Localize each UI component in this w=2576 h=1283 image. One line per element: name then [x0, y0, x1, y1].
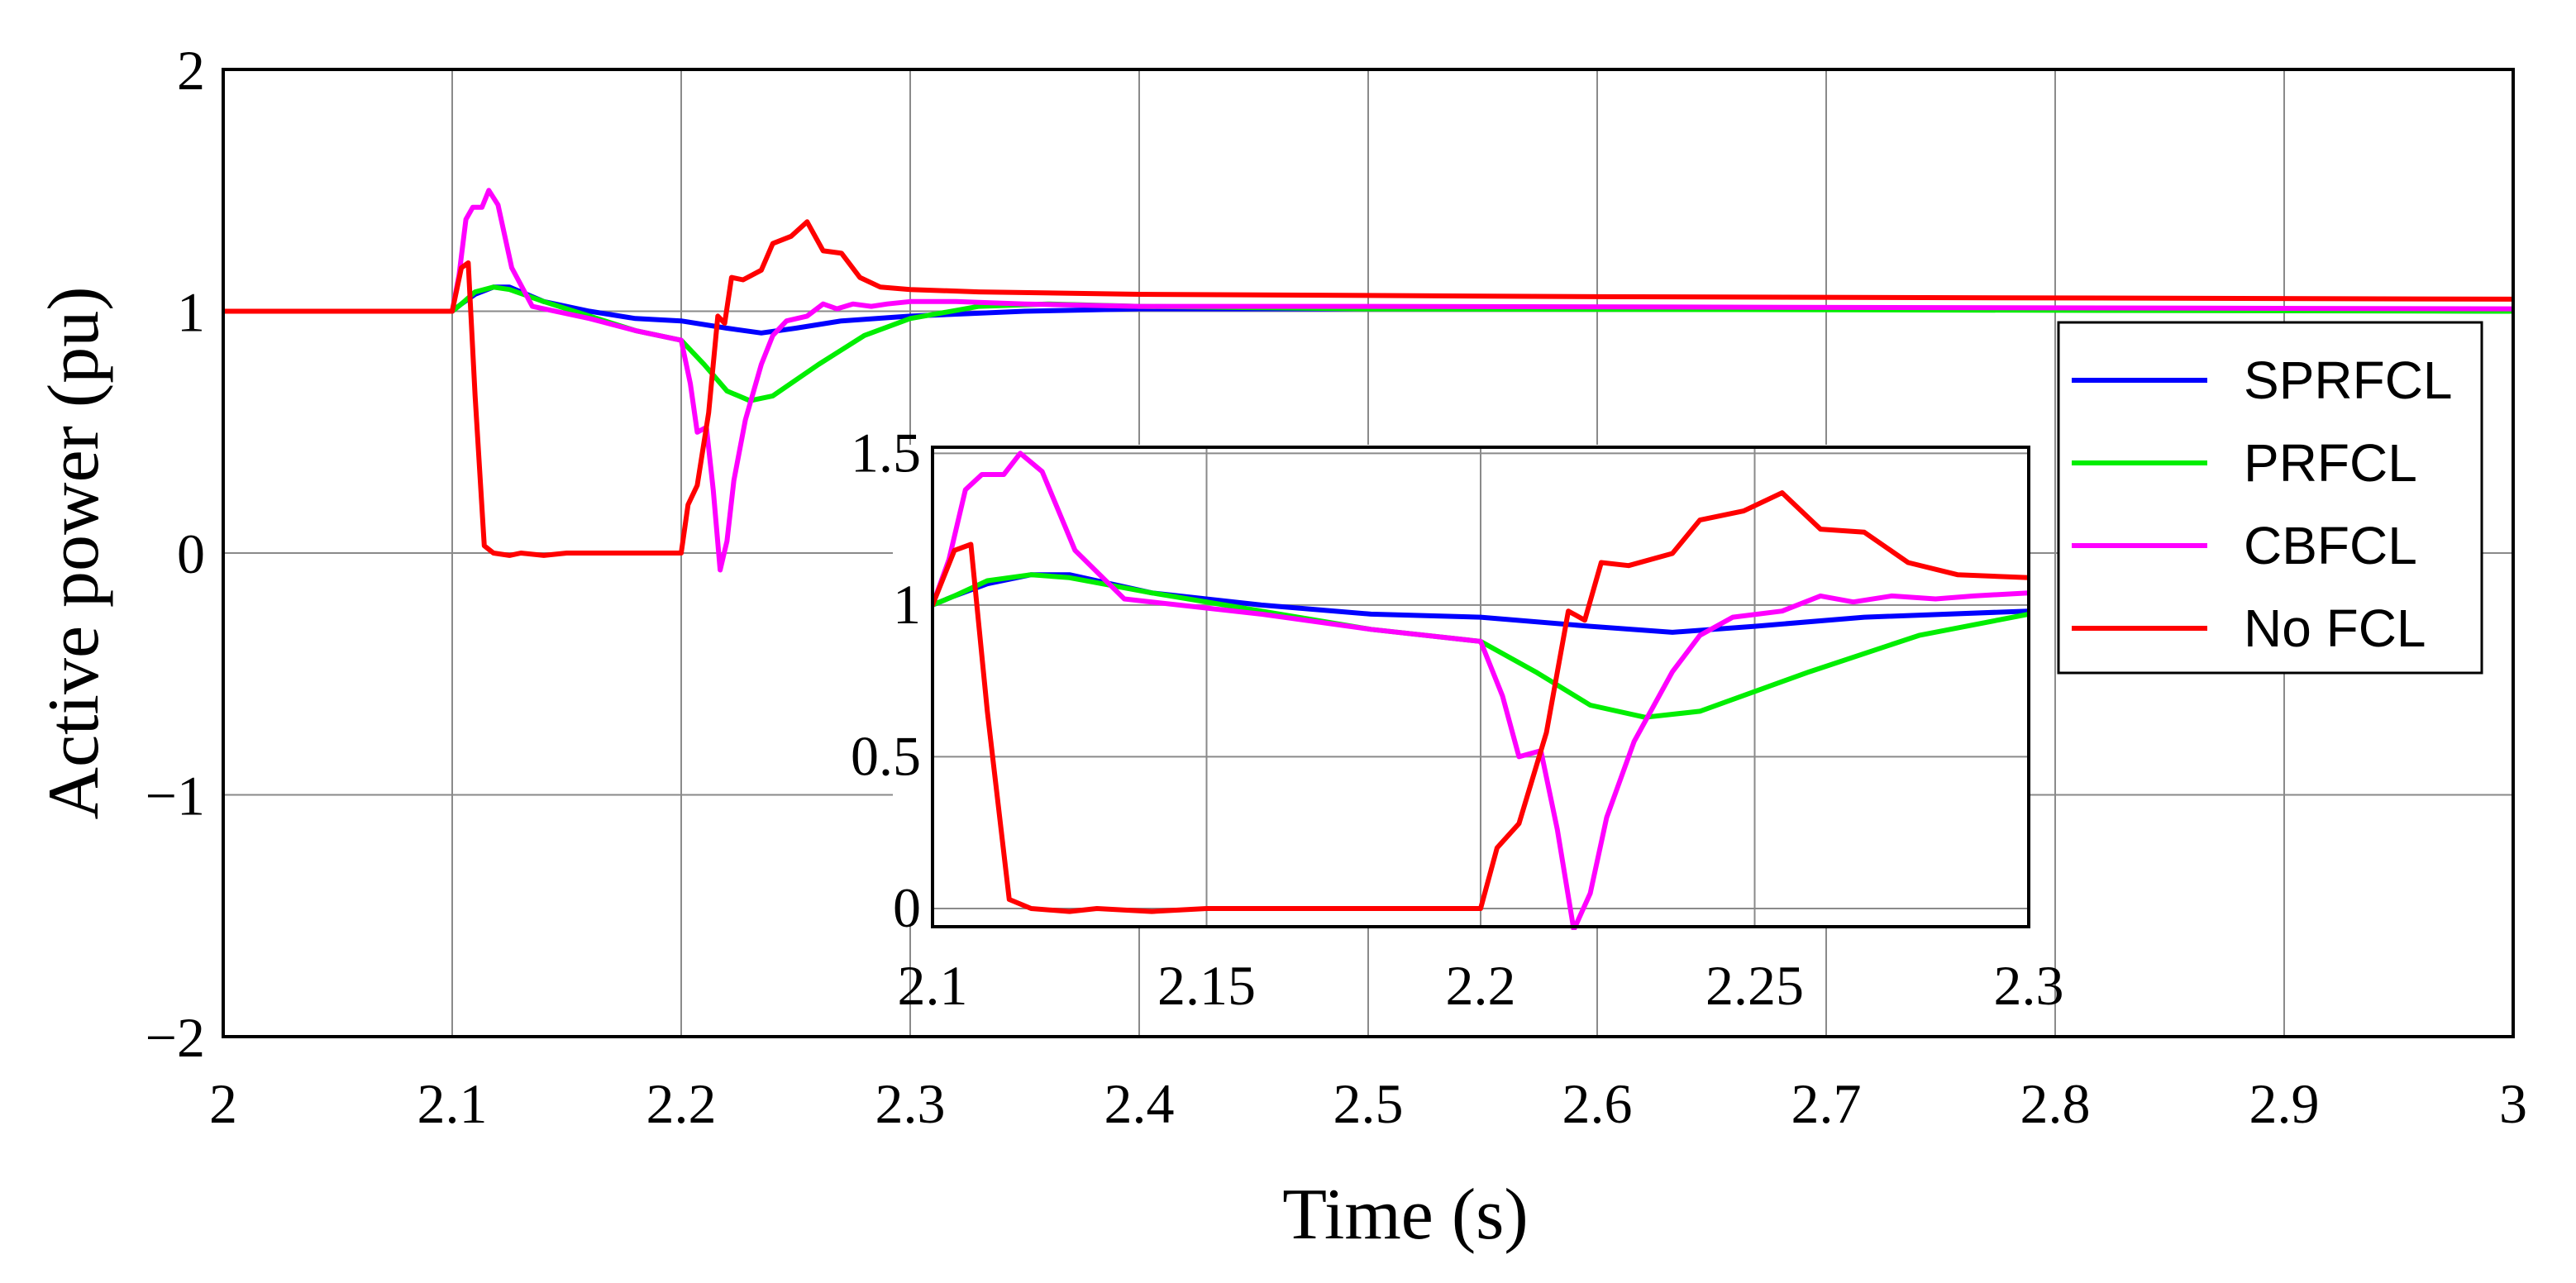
inset-y-tick-label: 0	[893, 876, 921, 939]
main-y-tick-label: 2	[177, 39, 205, 102]
main-y-tick-label: −1	[145, 765, 205, 828]
legend-entries: SPRFCL PRFCL CBFCL No FCL	[2072, 351, 2453, 658]
inset-x-tick-label: 2.15	[1157, 954, 1256, 1017]
main-x-tick-label: 2.7	[1791, 1072, 1862, 1135]
legend-label: SPRFCL	[2244, 351, 2453, 410]
main-x-tick-label: 2.3	[875, 1072, 946, 1135]
main-plot-frame	[222, 68, 2515, 1038]
main-x-tick-label: 2	[209, 1072, 237, 1135]
legend-label: CBFCL	[2244, 516, 2417, 575]
inset-y-tick-label: 1	[893, 573, 921, 636]
inset-series	[933, 451, 2029, 930]
main-x-tick-label: 2.8	[2020, 1072, 2091, 1135]
main-x-tick-label: 2.5	[1333, 1072, 1404, 1135]
inset-x-tick-label: 2.25	[1705, 954, 1804, 1017]
main-x-tick-label: 2.1	[417, 1072, 488, 1135]
inset-grid	[932, 447, 2030, 927]
inset-plot-frame	[931, 446, 2030, 928]
main-x-tick-label: 2.6	[1562, 1072, 1633, 1135]
main-x-tick-label: 3	[2499, 1072, 2527, 1135]
inset-plot: 2.1 2.15 2.2 2.25 2.3 0 0.5 1 1.5	[851, 421, 2064, 1017]
inset-y-tick-label: 1.5	[851, 421, 921, 484]
inset-background	[893, 445, 2029, 926]
legend-label: No FCL	[2244, 599, 2426, 658]
main-x-tick-label: 2.2	[646, 1072, 717, 1135]
main-series-no-fcl	[223, 219, 2513, 558]
y-axis-title: Active power (pu)	[34, 286, 114, 819]
inset-series-cbfcl	[933, 451, 2029, 930]
inset-series-no-fcl	[933, 490, 2029, 914]
inset-x-tick-label: 2.1	[898, 954, 968, 1017]
main-x-tick-label: 2.9	[2249, 1072, 2320, 1135]
main-series	[223, 188, 2513, 573]
main-y-tick-label: 1	[177, 281, 205, 344]
inset-x-tick-label: 2.2	[1446, 954, 1516, 1017]
inset-x-tick-labels: 2.1 2.15 2.2 2.25 2.3	[898, 954, 2064, 1017]
main-x-tick-label: 2.4	[1104, 1072, 1175, 1135]
main-y-tick-label: 0	[177, 522, 205, 585]
main-y-tick-labels: −2 −1 0 1 2	[145, 39, 205, 1069]
main-x-tick-labels: 2 2.1 2.2 2.3 2.4 2.5 2.6 2.7 2.8 2.9 3	[209, 1072, 2527, 1135]
inset-series-prfcl	[933, 572, 2029, 720]
inset-x-tick-label: 2.3	[1994, 954, 2064, 1017]
main-y-tick-label: −2	[145, 1006, 205, 1069]
x-axis-title: Time (s)	[1282, 1175, 1528, 1255]
inset-y-tick-labels: 0 0.5 1 1.5	[851, 421, 921, 939]
inset-y-tick-label: 0.5	[851, 724, 921, 787]
legend-label: PRFCL	[2244, 433, 2417, 493]
main-series-cbfcl	[223, 188, 2513, 573]
legend: SPRFCL PRFCL CBFCL No FCL	[2057, 321, 2483, 675]
